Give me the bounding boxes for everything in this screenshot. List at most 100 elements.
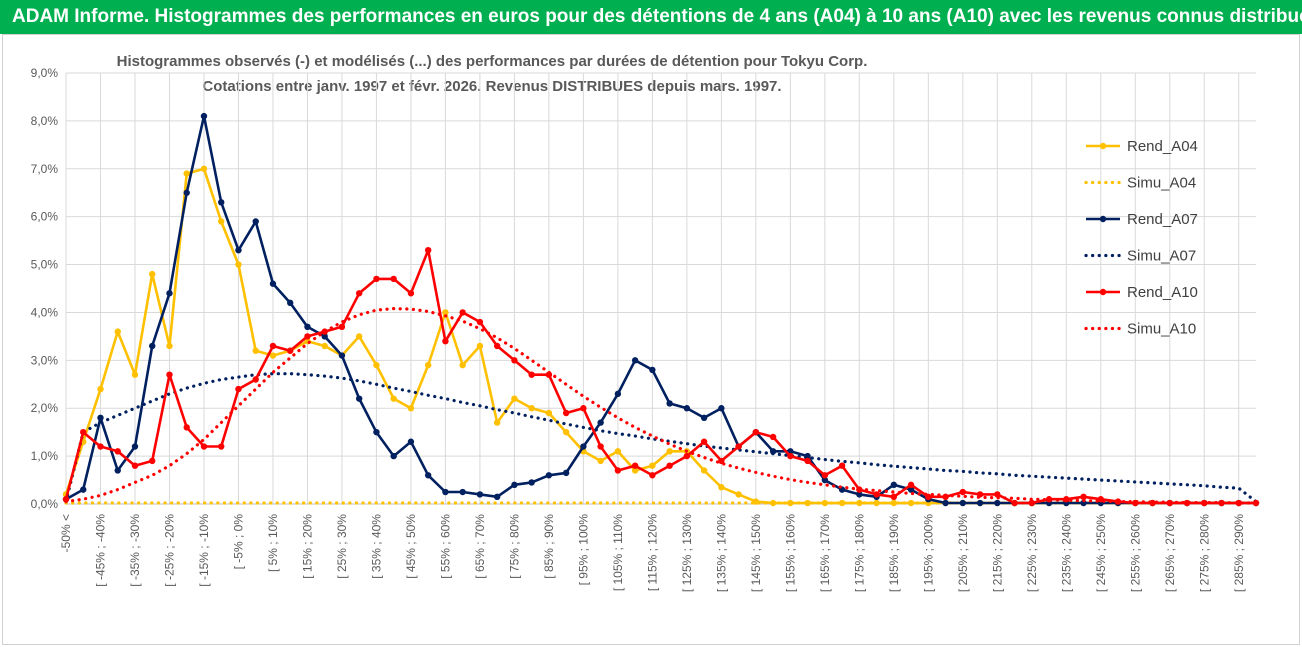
x-tick-label: [ 35% ; 40% xyxy=(369,514,383,579)
data-point xyxy=(735,491,742,498)
data-point xyxy=(545,472,553,479)
data-point xyxy=(700,438,708,445)
series-rend-a07 xyxy=(62,112,1260,507)
data-point xyxy=(218,218,225,225)
data-point xyxy=(97,414,104,421)
data-point xyxy=(976,499,984,507)
data-point xyxy=(252,218,259,225)
legend-label: Simu_A04 xyxy=(1127,175,1196,192)
x-tick-label: [ 275% ; 280% xyxy=(1197,514,1211,592)
data-point xyxy=(821,472,829,479)
x-tick-label: [ 45% ; 50% xyxy=(404,514,418,579)
series-line-rend-a07 xyxy=(65,114,1256,505)
data-point xyxy=(890,493,898,501)
data-point xyxy=(321,333,328,340)
data-point xyxy=(804,457,811,465)
legend-item-simu-a10: Simu_A10 xyxy=(1084,321,1196,338)
x-tick-label: [ 235% ; 240% xyxy=(1059,514,1073,592)
series-line-simu-a10 xyxy=(64,307,1258,505)
legend-marker xyxy=(1099,215,1107,223)
data-point xyxy=(183,170,190,177)
data-point xyxy=(787,452,794,460)
data-point xyxy=(907,481,915,489)
legend-marker xyxy=(1099,142,1107,150)
data-point xyxy=(200,112,208,120)
data-point xyxy=(424,361,432,369)
data-point xyxy=(235,261,242,268)
x-tick-label: [ -15% ; -10% xyxy=(197,514,211,587)
x-tick-label: [ -5% ; 0% xyxy=(231,514,245,570)
data-point xyxy=(304,323,311,331)
data-point xyxy=(407,290,415,297)
x-tick-label: [ 15% ; 20% xyxy=(300,514,314,579)
legend-item-rend-a10: Rend_A10 xyxy=(1086,284,1198,301)
data-point xyxy=(183,189,190,196)
legend-label: Simu_A07 xyxy=(1127,248,1196,265)
data-point xyxy=(994,491,1001,498)
x-tick-label: [ 255% ; 260% xyxy=(1128,514,1142,592)
y-tick-label: 4,0% xyxy=(31,305,59,319)
data-point xyxy=(493,342,501,350)
x-tick-label: [ 5% ; 10% xyxy=(266,514,280,572)
data-point xyxy=(493,419,501,426)
x-tick-label: [ 205% ; 210% xyxy=(956,514,970,592)
data-point xyxy=(218,443,225,450)
data-point xyxy=(666,400,673,407)
legend-item-simu-a04: Simu_A04 xyxy=(1084,175,1196,192)
x-tick-label: [ 245% ; 250% xyxy=(1094,514,1108,592)
data-point xyxy=(493,493,501,501)
data-point xyxy=(959,488,967,496)
data-point xyxy=(459,488,466,496)
data-point xyxy=(269,342,277,350)
x-tick-label: [ 175% ; 180% xyxy=(852,514,866,592)
data-point xyxy=(407,405,415,412)
data-point xyxy=(511,395,518,402)
x-tick-label: [ 105% ; 110% xyxy=(611,514,625,591)
x-tick-label: [ 225% ; 230% xyxy=(1025,514,1039,592)
y-tick-label: 0,0% xyxy=(31,497,59,511)
y-tick-label: 9,0% xyxy=(31,66,59,80)
data-point xyxy=(666,448,673,455)
data-point xyxy=(683,452,691,460)
data-point xyxy=(149,457,156,465)
data-point xyxy=(752,428,760,436)
legend-label: Rend_A07 xyxy=(1127,211,1198,228)
data-point xyxy=(200,165,208,172)
data-point xyxy=(942,499,949,507)
data-point xyxy=(821,476,829,484)
data-point xyxy=(442,309,449,316)
data-point xyxy=(718,484,725,491)
legend-label: Simu_A10 xyxy=(1127,321,1196,338)
data-point xyxy=(597,419,604,426)
data-point xyxy=(218,199,225,206)
x-tick-label: [ 155% ; 160% xyxy=(783,514,797,592)
data-point xyxy=(528,479,535,486)
data-point xyxy=(683,405,691,412)
data-point xyxy=(131,443,139,450)
legend-item-simu-a07: Simu_A07 xyxy=(1084,248,1196,265)
data-point xyxy=(476,342,484,350)
x-tick-label: [ 145% ; 150% xyxy=(749,514,763,592)
data-point xyxy=(614,448,622,455)
data-point xyxy=(114,448,121,455)
x-tick-label: [ 265% ; 270% xyxy=(1163,514,1177,592)
x-tick-label: [ 195% ; 200% xyxy=(921,514,935,592)
data-point xyxy=(649,366,656,374)
data-point xyxy=(80,486,87,493)
data-point xyxy=(269,352,277,359)
data-point xyxy=(631,357,639,364)
data-point xyxy=(390,452,397,460)
data-point xyxy=(838,499,846,507)
data-point xyxy=(718,457,725,465)
x-tick-label: [ 85% ; 90% xyxy=(542,514,556,579)
data-point xyxy=(649,462,656,469)
data-point xyxy=(1011,499,1018,507)
data-point xyxy=(459,309,466,316)
data-point xyxy=(97,443,104,450)
data-point xyxy=(804,499,811,507)
data-point xyxy=(355,290,363,297)
series-line-simu-a07 xyxy=(64,372,1258,504)
data-point xyxy=(597,443,604,450)
data-point xyxy=(562,428,570,436)
data-point xyxy=(1080,493,1087,501)
